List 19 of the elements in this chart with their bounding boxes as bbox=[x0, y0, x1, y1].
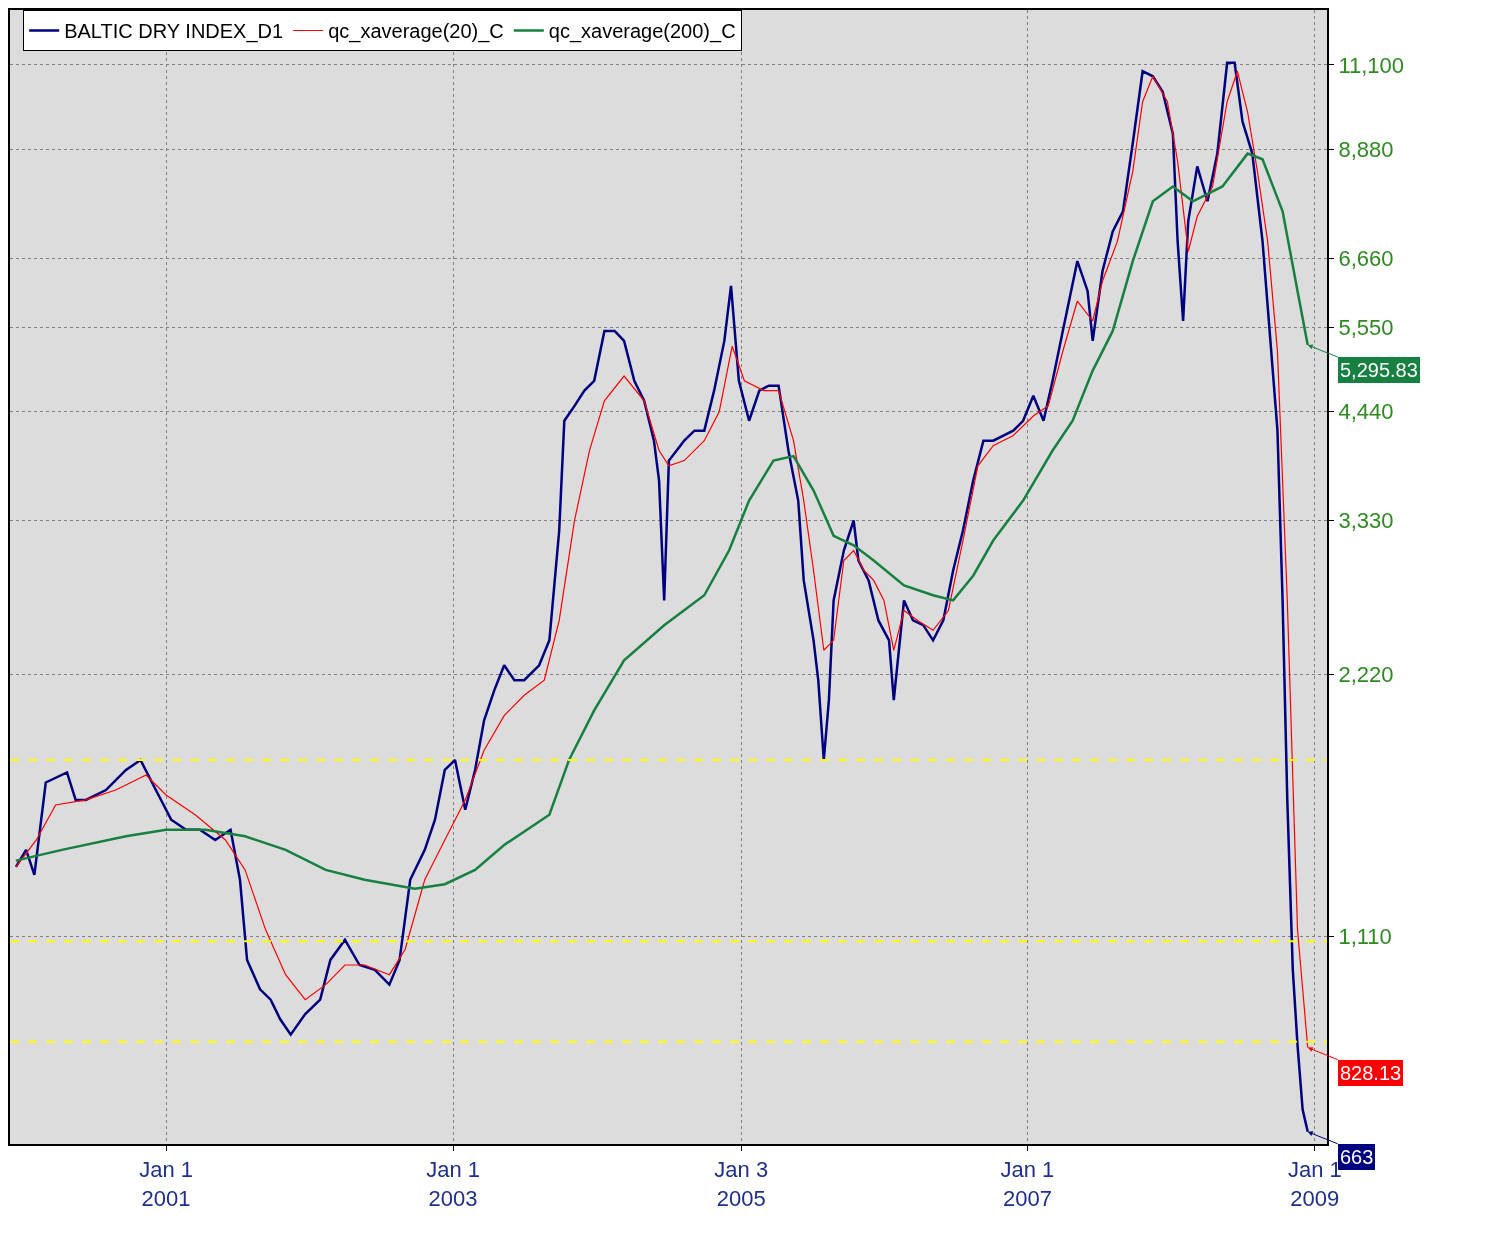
legend-label: qc_xaverage(200)_C bbox=[548, 20, 736, 44]
y-tick-label: 5,550 bbox=[1338, 314, 1394, 340]
y-tick-label: 11,100 bbox=[1338, 52, 1405, 78]
annotation: 5,295.83 bbox=[1340, 359, 1418, 381]
x-tick-label: Jan 3 2005 bbox=[714, 1157, 769, 1211]
y-tick-label: 6,660 bbox=[1338, 245, 1394, 271]
y-tick-label: 2,220 bbox=[1338, 661, 1394, 687]
x-tick-label: Jan 1 2003 bbox=[426, 1157, 480, 1211]
legend-label: qc_xaverage(20)_C bbox=[328, 20, 504, 44]
y-tick-label: 4,440 bbox=[1338, 399, 1394, 425]
x-tick-label: Jan 1 2001 bbox=[139, 1157, 193, 1211]
y-tick-label: 1,110 bbox=[1338, 924, 1392, 950]
x-tick-label: Jan 1 2009 bbox=[1287, 1157, 1342, 1211]
annotation: 663 bbox=[1340, 1146, 1374, 1168]
y-tick-label: 8,880 bbox=[1338, 137, 1394, 163]
y-tick-label: 3,330 bbox=[1338, 508, 1394, 534]
legend-label: BALTIC DRY INDEX_D1 bbox=[64, 20, 284, 44]
annotation: 828.13 bbox=[1340, 1062, 1402, 1084]
x-tick-label: Jan 1 2007 bbox=[1000, 1157, 1055, 1211]
